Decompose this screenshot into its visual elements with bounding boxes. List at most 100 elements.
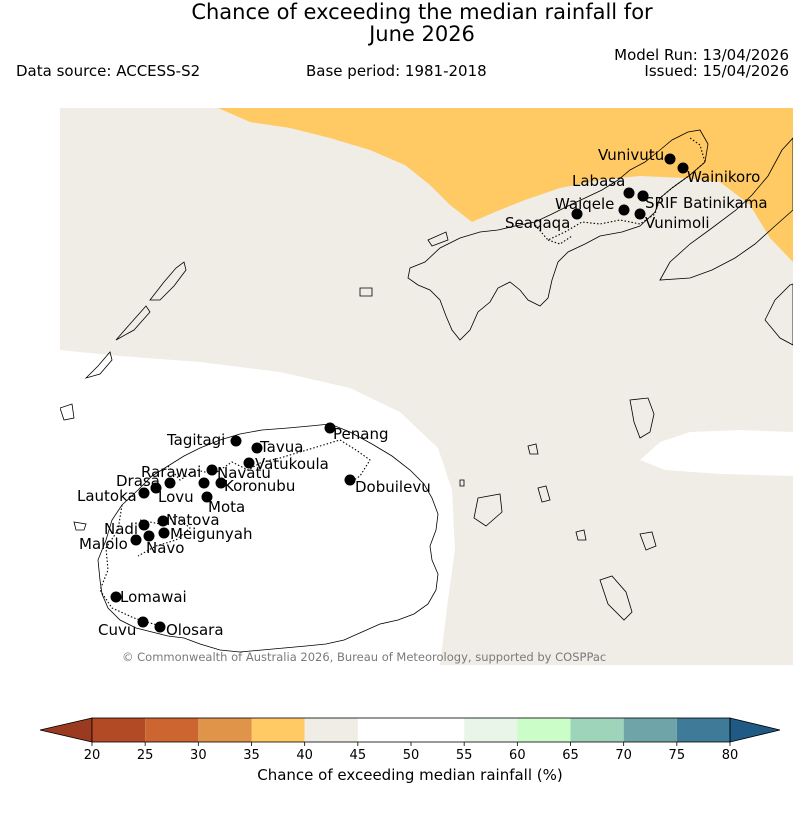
white-probability-region-west [60,350,455,665]
station-label-waiqele: Waiqele [555,195,614,213]
station-label-wainikoro: Wainikoro [687,168,760,186]
station-label-navatu: Navatu [217,464,271,482]
station-label-nadi: Nadi [104,520,138,538]
station-marker-meigunyah [158,527,170,539]
station-rarawai: Rarawai [141,463,218,481]
station-dobuilevu: Dobuilevu [344,474,431,496]
station-wainikoro: Wainikoro [677,162,760,186]
station-marker-seaqaqa [571,208,583,220]
colorbar-segment [676,718,730,742]
station-vatukoula: Vatukoula [243,455,329,473]
station-marker-wainikoro [677,162,689,174]
station-label-tavua: Tavua [259,438,303,456]
station-meigunyah: Meigunyah [158,525,252,543]
station-batinikama: Batinikama [637,190,768,212]
station-olosara: Olosara [154,621,224,639]
station-marker-mota [201,491,213,503]
issued-date: Issued: 15/04/2026 [644,62,789,80]
base-period: Base period: 1981-2018 [306,62,487,80]
colorbar-tick-label: 75 [669,748,686,763]
station-tagitagi: Tagitagi [166,431,242,449]
station-marker-nadi [138,519,150,531]
station-marker-dobuilevu [344,474,356,486]
station-marker-batinikama [637,190,649,202]
station-label-olosara: Olosara [166,621,224,639]
coastlines [60,129,793,653]
station-marker-tavua [251,442,263,454]
colorbar-segment [464,718,518,742]
station-marker-vunivutu [664,153,676,165]
map-title-line2: June 2026 [369,22,475,46]
station-label-koronubu: Koronubu [224,477,295,495]
colorbar-tick-label: 35 [243,748,260,763]
station-label-lomawai: Lomawai [120,588,187,606]
colorbar-tick-label: 65 [562,748,579,763]
colorbar-title: Chance of exceeding median rainfall (%) [257,766,562,784]
station-lomawai: Lomawai [110,588,187,606]
colorbar-tick-label: 25 [137,748,154,763]
colorbar: 20 25 30 35 40 45 50 55 60 65 70 75 80 [39,717,781,763]
station-label-cuvu: Cuvu [98,621,136,639]
station-marker-olosara [154,621,166,633]
vanua-levu-coast [407,129,709,341]
station-marker-lovu [164,477,176,489]
station-label-navo: Navo [146,539,184,557]
station-tavua: Tavua [251,438,303,456]
station-mota: Mota [201,491,245,516]
station-marker-lomawai [110,591,122,603]
station-vunimoli: Vunimoli [634,208,710,232]
station-waiqele: Waiqele [555,195,630,216]
station-label-vatukoula: Vatukoula [255,455,329,473]
station-natova: Natova [157,511,220,529]
station-vunivutu: Vunivutu [598,146,676,165]
station-label-natova: Natova [166,511,220,529]
station-marker-drasa [150,482,162,494]
station-marker-lautoka [138,487,150,499]
colorbar-over-arrow [729,717,781,743]
station-koronubu: Koronubu [198,477,295,495]
colorbar-segment [251,718,305,742]
station-penang: Penang [324,422,388,443]
colorbar-segment [570,718,624,742]
colorbar-segment [411,718,465,742]
white-probability-region-east [640,430,793,476]
station-label-malolo: Malolo [79,535,128,553]
map-credit: © Commonwealth of Australia 2026, Bureau… [122,650,606,664]
map-title-line1: Chance of exceeding the median rainfall … [191,0,653,24]
colorbar-tick-label: 60 [509,748,526,763]
colorbar-tick-label: 50 [403,748,420,763]
station-label-batinikama: Batinikama [683,194,768,212]
orange-probability-region [218,108,793,262]
station-cuvu: Cuvu [98,616,149,639]
colorbar-segment [198,718,252,742]
colorbar-tick-label: 30 [190,748,207,763]
viti-levu-coast [97,423,439,653]
station-label-tagitagi: Tagitagi [166,431,225,449]
taveuni-coast [659,137,793,281]
station-navatu: Navatu [215,464,271,489]
station-label-penang: Penang [333,425,388,443]
station-label-dobuilevu: Dobuilevu [355,478,431,496]
station-marker-malolo [130,534,142,546]
station-label-mota: Mota [208,498,245,516]
colorbar-segment [357,718,411,742]
colorbar-segment [145,718,199,742]
station-label-rarawai: Rarawai [141,463,201,481]
station-labasa: Labasa [572,172,635,199]
colorbar-tick-label: 40 [296,748,313,763]
station-malolo: Malolo [79,534,142,553]
colorbar-tick-label: 20 [84,748,101,763]
colorbar-segment [517,718,571,742]
station-navo: Navo [143,530,184,557]
station-lautoka: Lautoka [77,487,150,505]
station-label-vunimoli: Vunimoli [645,214,710,232]
station-label-lautoka: Lautoka [77,487,137,505]
colorbar-tick-label: 80 [722,748,739,763]
station-label-labasa: Labasa [572,172,625,190]
district-boundaries [99,137,706,627]
colorbar-tick-label: 70 [615,748,632,763]
colorbar-segment [623,718,677,742]
station-marker-vunimoli [634,208,646,220]
station-marker-koronubu [198,477,210,489]
